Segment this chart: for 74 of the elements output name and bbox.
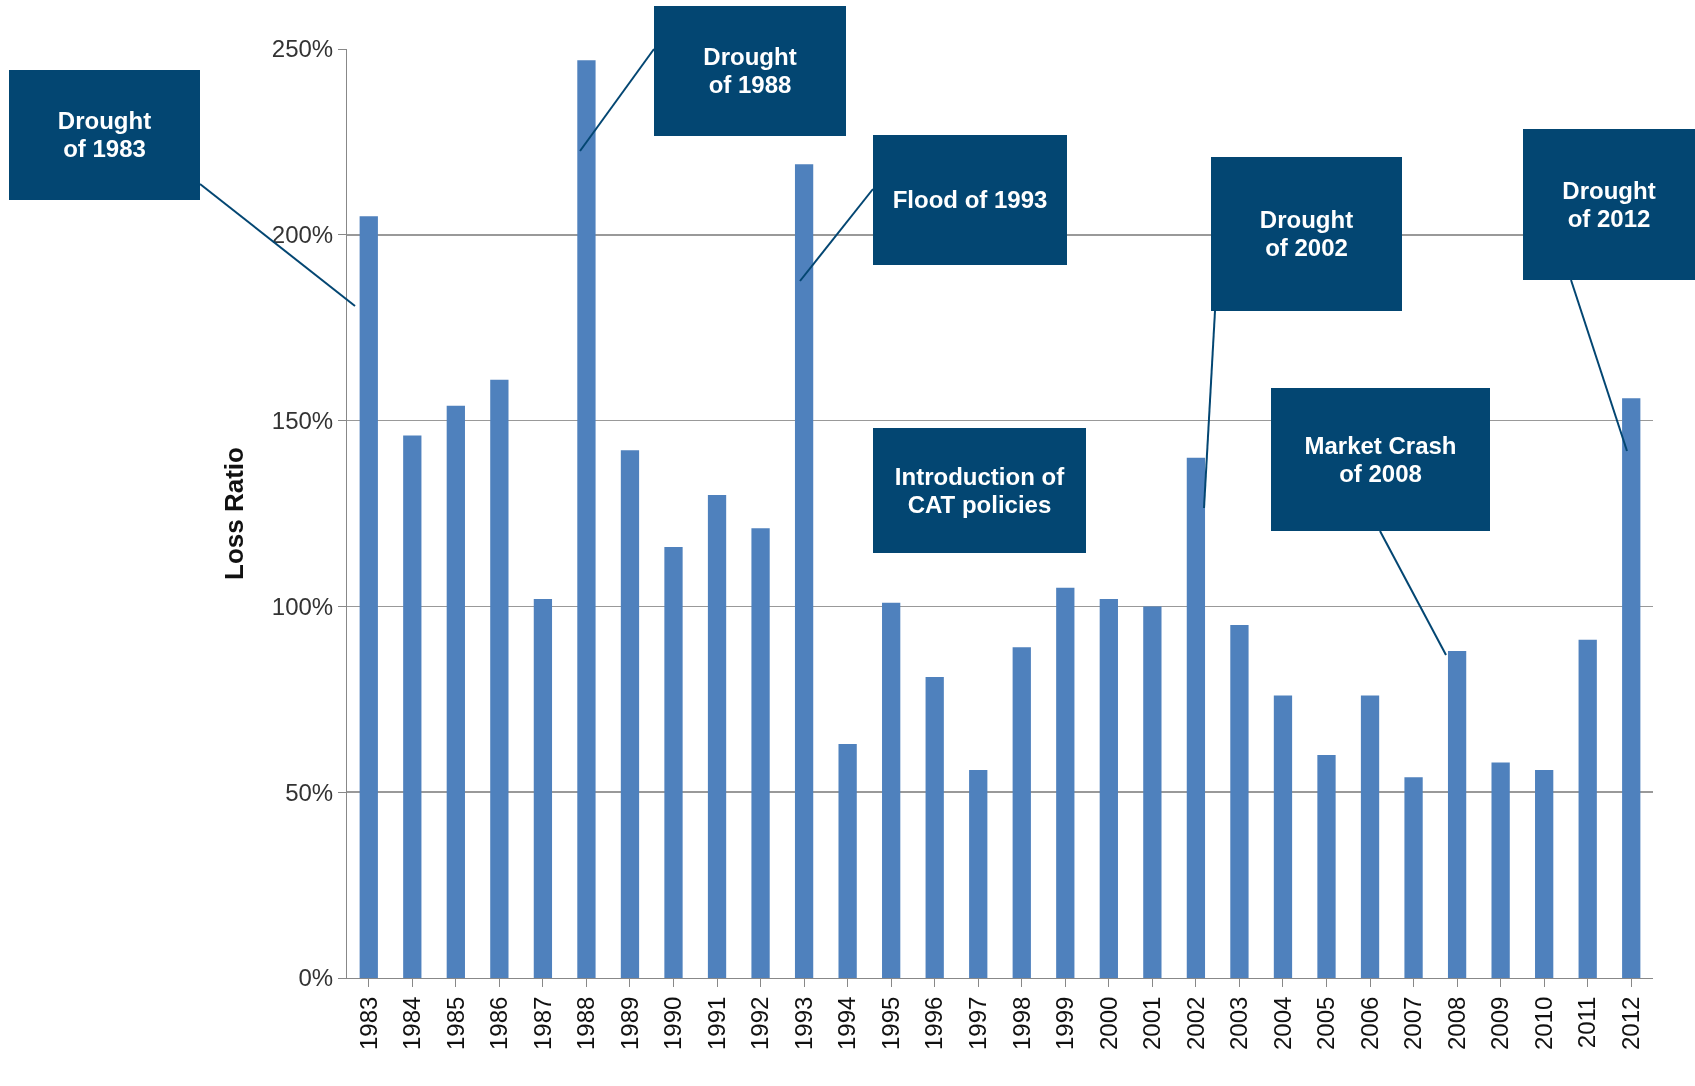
- x-tick-label: 1986: [485, 996, 513, 1050]
- x-tick-label: 2004: [1268, 996, 1296, 1050]
- bar: [620, 450, 640, 978]
- bar: [1447, 650, 1467, 978]
- bar: [359, 216, 378, 978]
- bar: [1317, 755, 1336, 978]
- x-tick-label: 1997: [964, 996, 992, 1050]
- text: Drought of 1983: [56, 107, 153, 163]
- bar: [664, 546, 683, 978]
- y-tick-label: 150%: [271, 407, 334, 434]
- y-axis-title: Loss Ratio: [219, 447, 250, 580]
- x-tick-label: 2011: [1573, 996, 1601, 1049]
- x-tick-label: 1991: [702, 996, 730, 1050]
- bar: [1491, 762, 1510, 978]
- y-tick-label: 100%: [271, 592, 334, 620]
- bar: [446, 405, 465, 978]
- x-tick-label: 2001: [1138, 996, 1166, 1050]
- x-tick-label: 1999: [1051, 996, 1079, 1050]
- annotation: Drought of 1988: [702, 43, 798, 99]
- annotation: Flood of 1993: [892, 186, 1048, 214]
- x-tick-label: 2005: [1312, 996, 1340, 1050]
- bar: [1535, 769, 1554, 978]
- x-tick-label: 2012: [1617, 996, 1645, 1050]
- y-tick-label: 0%: [298, 964, 334, 992]
- x-tick-label: 1984: [398, 996, 426, 1050]
- bar: [925, 677, 944, 978]
- x-tick-label: 2010: [1529, 996, 1557, 1050]
- x-tick-label: 1995: [876, 996, 904, 1050]
- x-tick-label: 1983: [354, 996, 382, 1050]
- bar: [533, 598, 553, 978]
- y-tick-label: 250%: [271, 35, 334, 63]
- x-tick-label: 1990: [659, 996, 687, 1050]
- bar: [403, 435, 422, 978]
- x-tick-label: 2002: [1181, 996, 1209, 1050]
- bar: [1404, 777, 1423, 978]
- x-tick-label: 1994: [833, 996, 861, 1050]
- x-tick-label: 1987: [528, 996, 556, 1050]
- y-tick-label: 50%: [285, 778, 334, 806]
- bar: [577, 60, 596, 978]
- bar: [1012, 647, 1031, 978]
- x-tick-label: 2000: [1094, 996, 1122, 1050]
- bar: [1360, 695, 1380, 978]
- bar: [1578, 639, 1597, 978]
- bar: [1186, 457, 1206, 978]
- bar: [838, 743, 857, 978]
- bar: [751, 528, 770, 978]
- annotation: Market Crash of 2008: [1303, 431, 1458, 488]
- bar: [882, 602, 901, 978]
- x-tick-label: 1998: [1007, 996, 1035, 1050]
- bar: [1099, 598, 1118, 978]
- bar: [1143, 606, 1162, 978]
- bar: [490, 379, 509, 978]
- bar: [1622, 398, 1641, 978]
- x-tick-label: 2006: [1355, 996, 1383, 1050]
- x-tick-label: 2008: [1442, 996, 1470, 1050]
- x-tick-label: 1992: [746, 996, 774, 1050]
- bar: [794, 164, 814, 978]
- bar: [707, 494, 727, 978]
- x-tick-label: 1988: [572, 996, 600, 1050]
- x-tick-label: 1989: [615, 996, 643, 1050]
- annotation: Drought of 2012: [1561, 176, 1657, 233]
- bar: [1230, 624, 1249, 978]
- annotation: Introduction of CAT policies: [893, 462, 1066, 519]
- annotation: Drought of 2002: [1258, 206, 1355, 262]
- x-tick-label: 2007: [1399, 996, 1427, 1050]
- x-tick-label: 1996: [920, 996, 948, 1050]
- x-tick-label: 2003: [1225, 996, 1253, 1050]
- x-tick-label: 2009: [1486, 996, 1514, 1050]
- y-tick-label: 200%: [271, 221, 334, 249]
- bar: [1056, 587, 1075, 978]
- x-tick-label: 1985: [441, 996, 469, 1050]
- bar: [969, 769, 988, 978]
- bar: [1273, 695, 1293, 978]
- x-tick-label: 1993: [789, 996, 817, 1050]
